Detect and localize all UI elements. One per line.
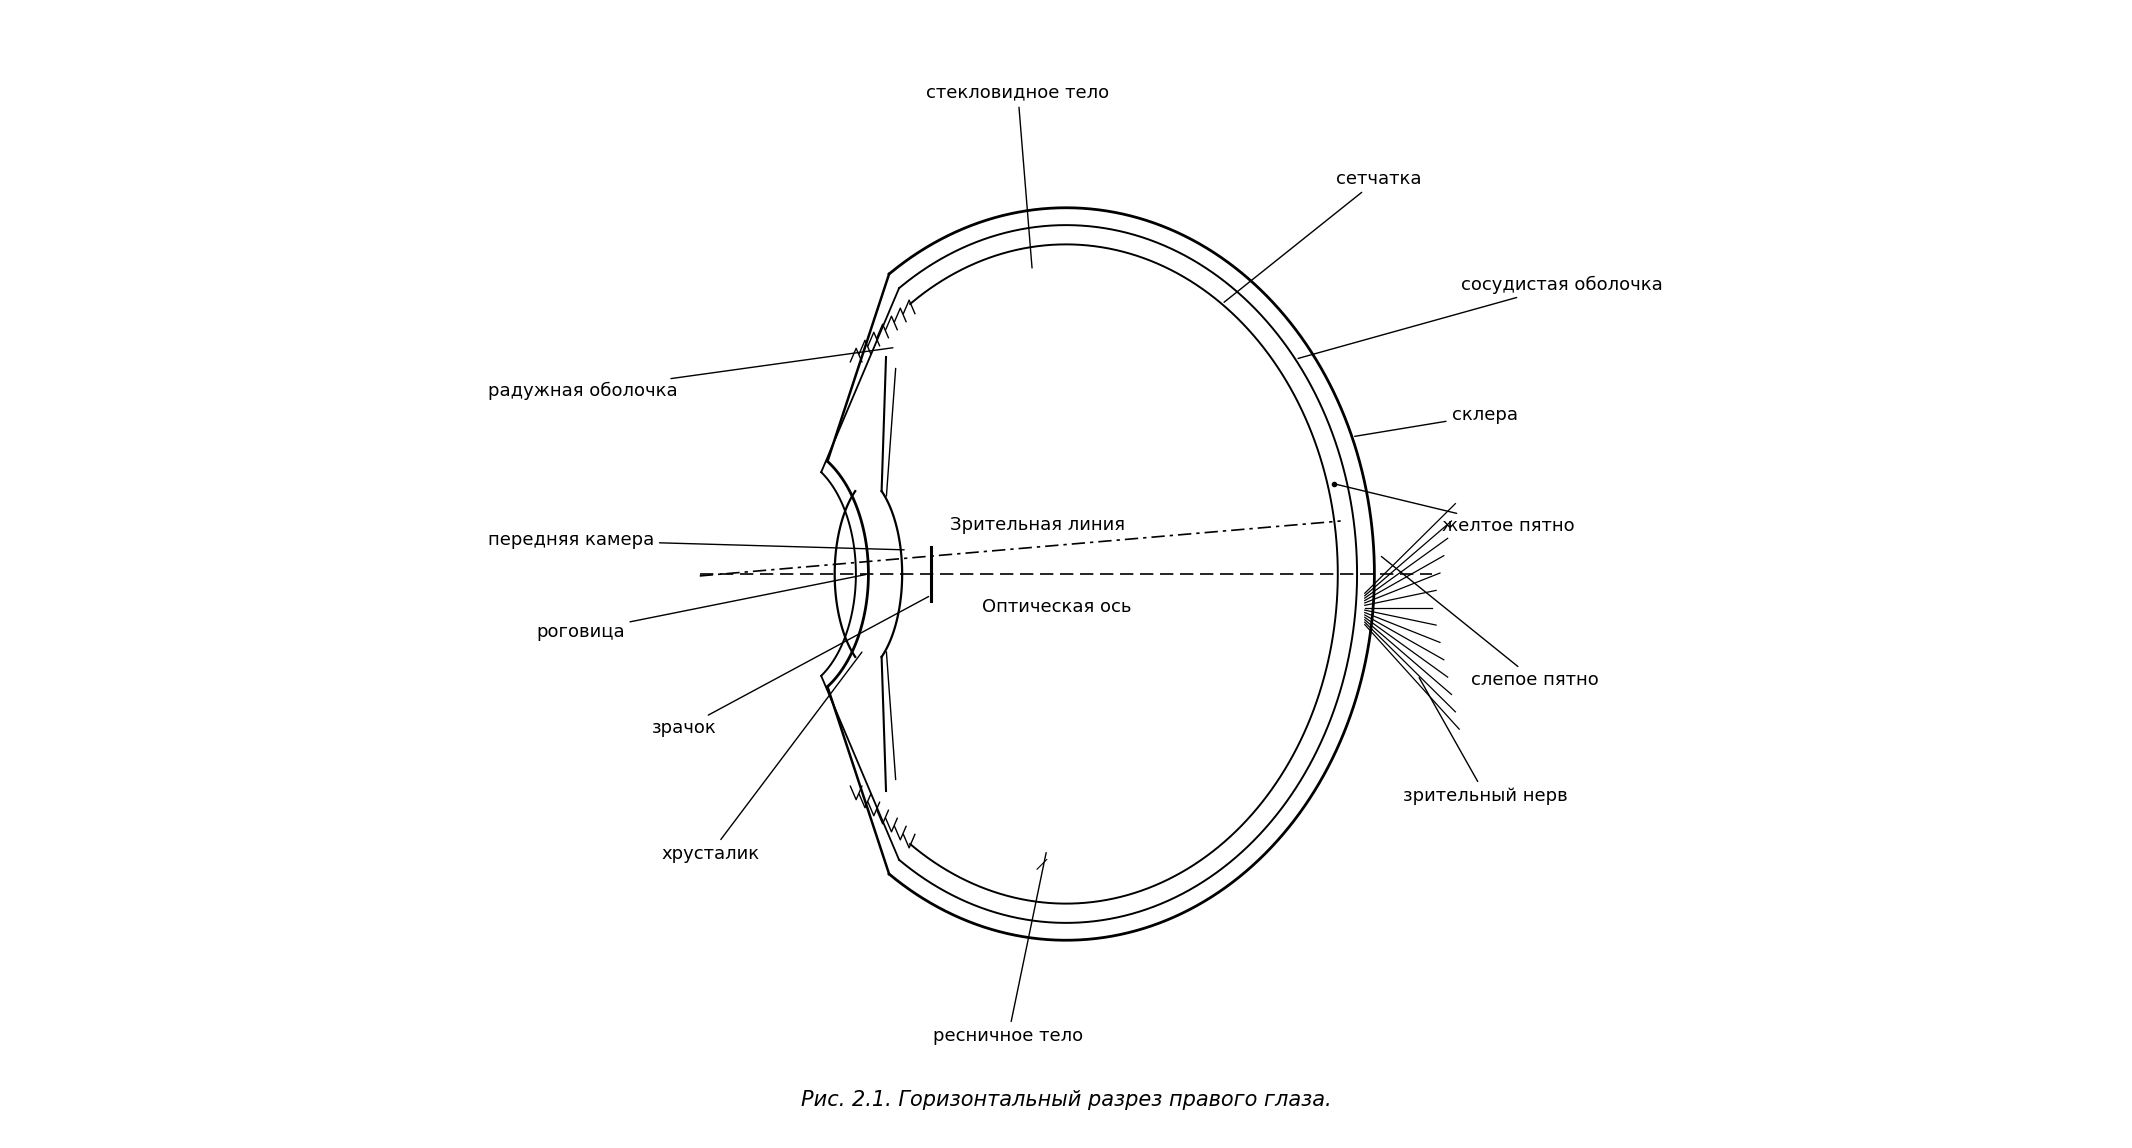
Text: хрусталик: хрусталик xyxy=(661,652,861,862)
Text: Рис. 2.1. Горизонтальный разрез правого глаза.: Рис. 2.1. Горизонтальный разрез правого … xyxy=(802,1089,1330,1110)
Text: зрачок: зрачок xyxy=(652,597,930,737)
Text: склера: склера xyxy=(1354,406,1518,436)
Text: Оптическая ось: Оптическая ось xyxy=(981,598,1132,616)
Text: желтое пятно: желтое пятно xyxy=(1337,484,1576,535)
Text: Зрительная линия: Зрительная линия xyxy=(949,515,1124,534)
Text: роговица: роговица xyxy=(535,574,866,641)
Text: передняя камера: передняя камера xyxy=(488,532,904,550)
Text: ресничное тело: ресничное тело xyxy=(934,853,1083,1045)
Text: сосудистая оболочка: сосудистая оболочка xyxy=(1298,276,1663,358)
Text: стекловидное тело: стекловидное тело xyxy=(925,84,1109,267)
Text: слепое пятно: слепое пятно xyxy=(1382,557,1599,689)
Text: радужная оболочка: радужная оболочка xyxy=(488,348,893,400)
Text: зрительный нерв: зрительный нерв xyxy=(1403,677,1567,805)
Text: сетчатка: сетчатка xyxy=(1224,170,1422,302)
